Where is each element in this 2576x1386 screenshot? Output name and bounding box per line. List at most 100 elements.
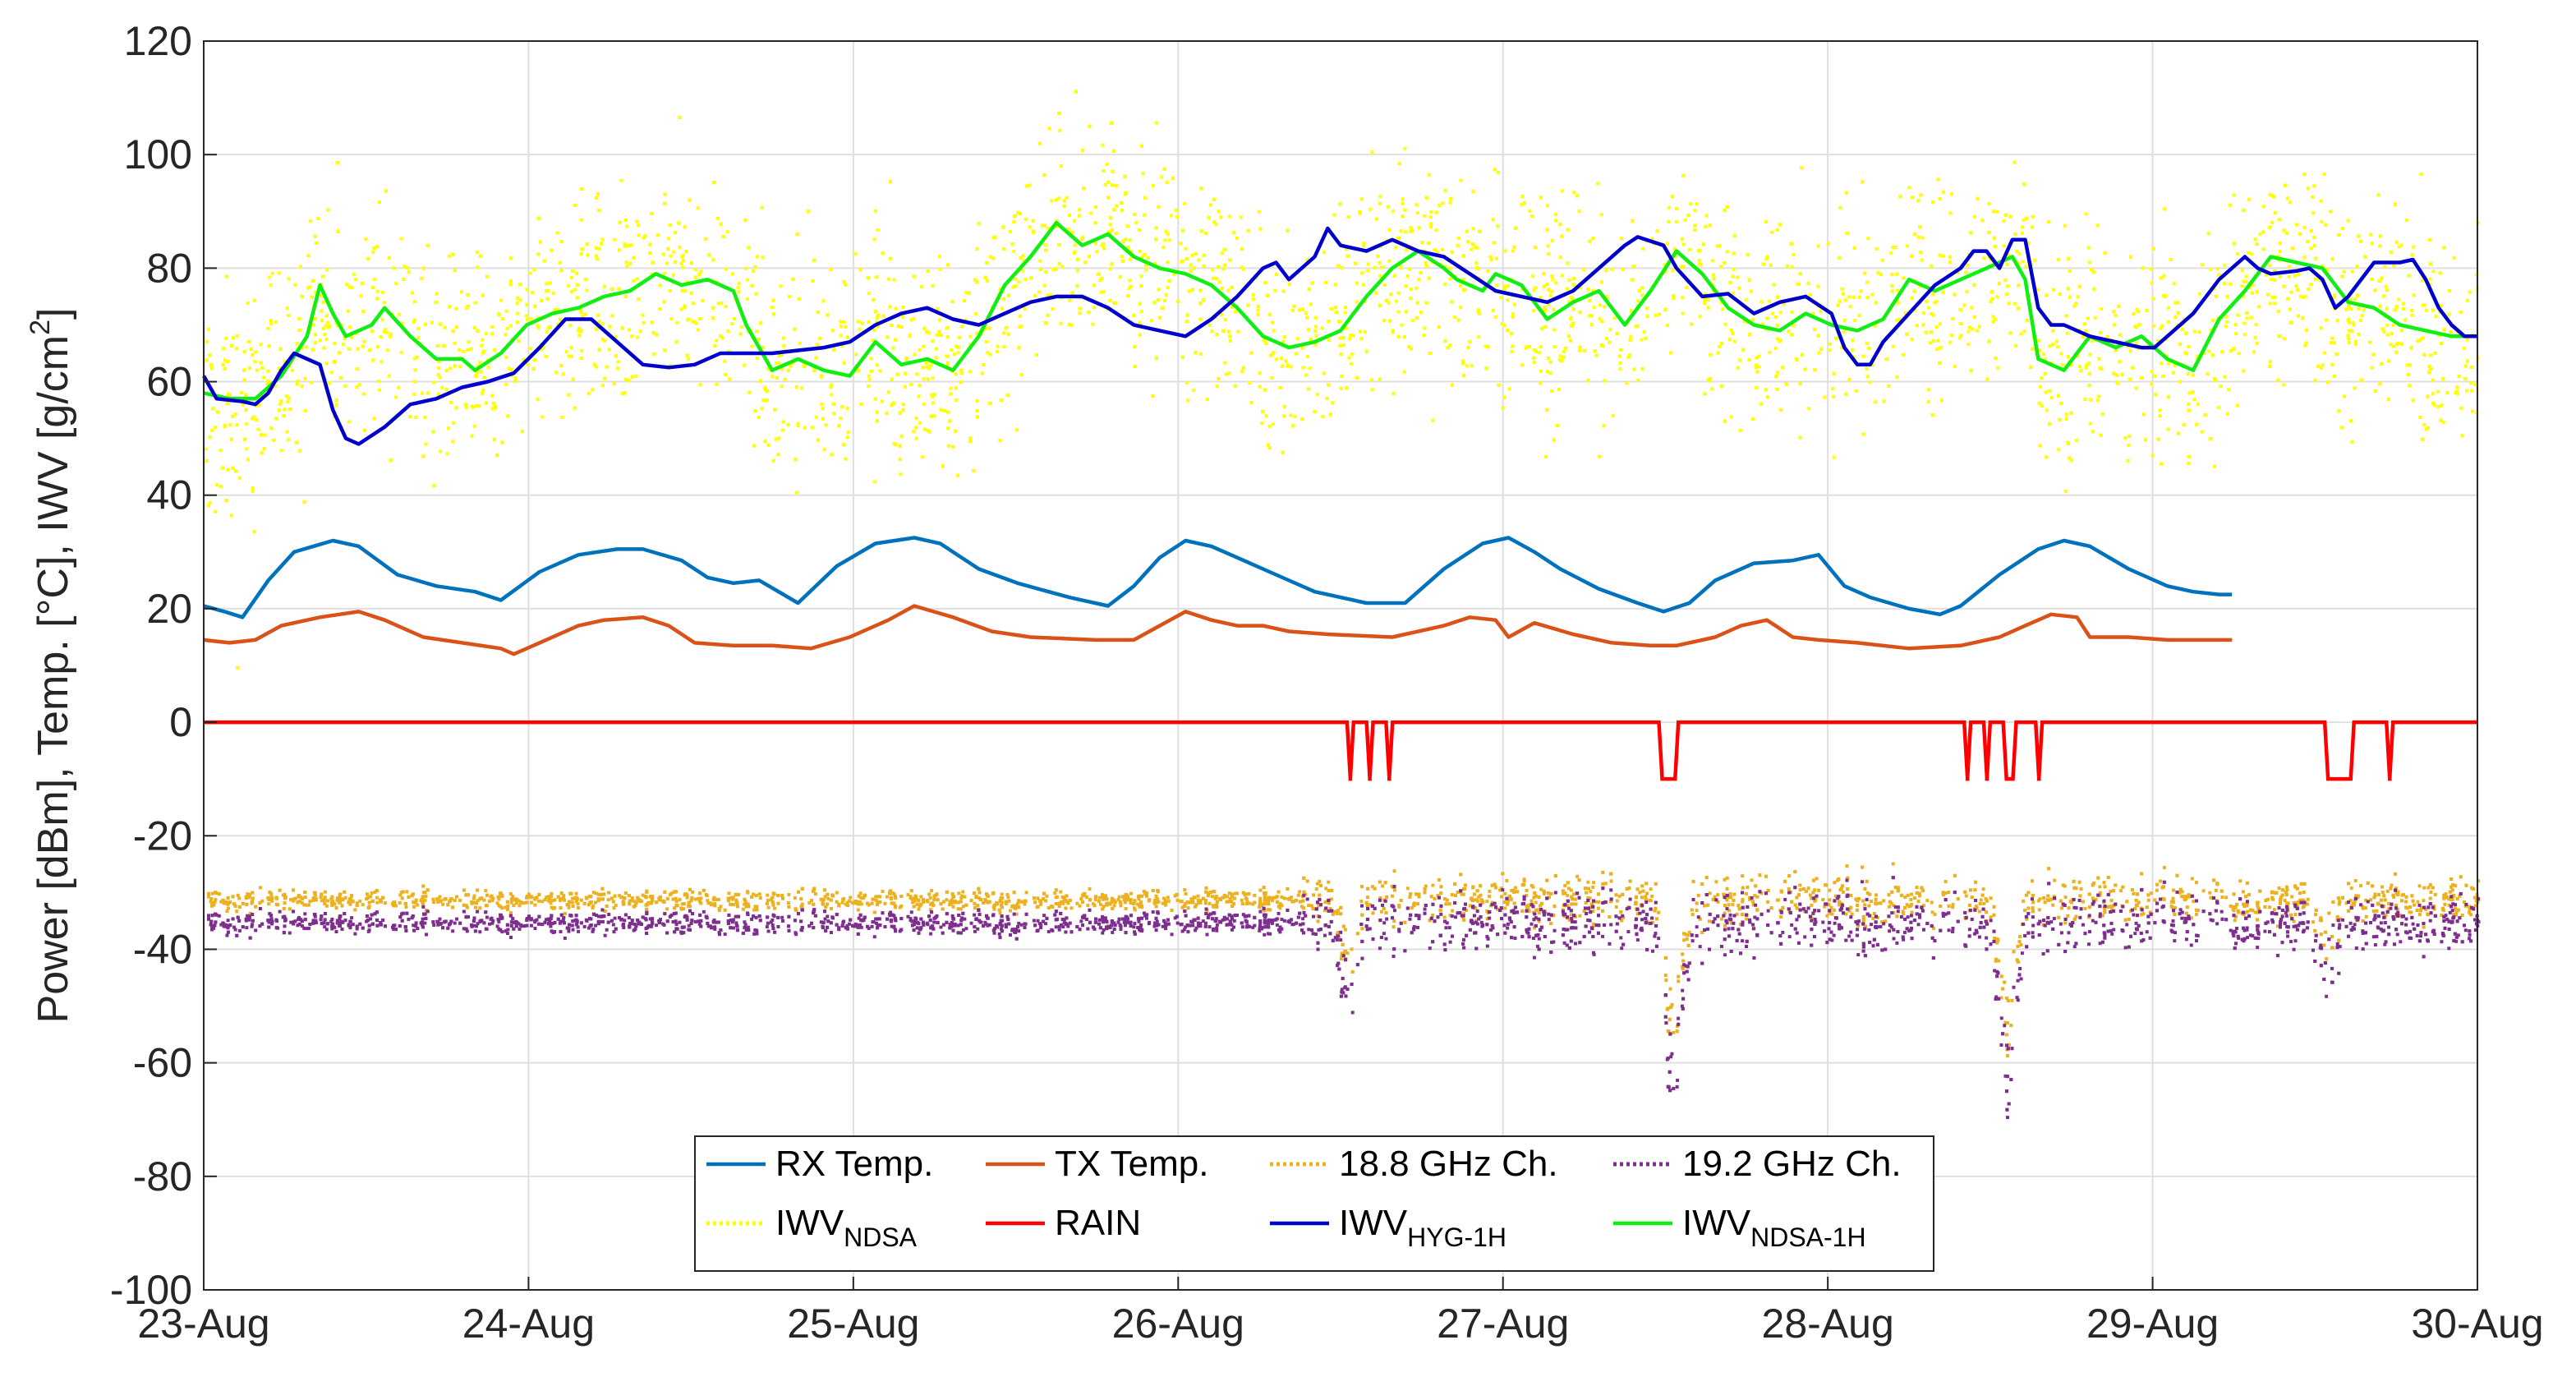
iwv-ndsa-point xyxy=(1560,234,1564,238)
iwv-ndsa-point xyxy=(1327,383,1331,387)
iwv-ndsa-point xyxy=(844,325,848,329)
iwv-ndsa-point xyxy=(1599,343,1603,348)
iwv-ndsa-point xyxy=(1304,373,1309,377)
iwv-ndsa-point xyxy=(1889,251,1893,256)
iwv-ndsa-point xyxy=(780,353,784,357)
iwv-ndsa-point xyxy=(1132,313,1136,317)
iwv-ndsa-point xyxy=(439,449,443,454)
iwv-ndsa-point xyxy=(1007,293,1011,297)
iwv-ndsa-point xyxy=(1502,324,1506,328)
iwv-ndsa-point xyxy=(674,260,678,265)
iwv-ndsa-point xyxy=(623,391,627,395)
iwv-ndsa-point xyxy=(1443,339,1447,343)
iwv-ndsa-point xyxy=(2159,276,2163,280)
iwv-ndsa-point xyxy=(1709,377,1713,381)
iwv-ndsa-point xyxy=(1732,267,1736,271)
iwv-ndsa-point xyxy=(881,314,886,318)
iwv-ndsa-point xyxy=(1043,223,1047,228)
iwv-ndsa-point xyxy=(1567,334,1571,338)
iwv-ndsa-point xyxy=(2273,269,2277,274)
iwv-ndsa-point xyxy=(2021,225,2025,229)
iwv-ndsa-point xyxy=(1520,288,1525,292)
iwv-ndsa-point xyxy=(662,201,666,205)
iwv-ndsa-point xyxy=(991,236,996,240)
iwv-ndsa-point xyxy=(1378,195,1382,199)
iwv-ndsa-point xyxy=(1098,278,1102,282)
iwv-ndsa-point xyxy=(2422,303,2426,307)
iwv-ndsa-point xyxy=(954,398,959,402)
iwv-ndsa-point xyxy=(379,335,383,339)
iwv-ndsa-point xyxy=(2258,232,2262,236)
iwv-ndsa-point xyxy=(274,417,278,421)
iwv-ndsa-point xyxy=(1741,348,1746,352)
iwv-ndsa-point xyxy=(2182,423,2186,427)
iwv-ndsa-point xyxy=(2253,237,2257,242)
iwv-ndsa-point xyxy=(513,380,517,384)
iwv-ndsa-point xyxy=(2253,335,2257,339)
iwv-ndsa-point xyxy=(605,365,609,369)
iwv-ndsa-point xyxy=(1127,287,1131,291)
iwv-ndsa-point xyxy=(1404,284,1408,288)
iwv-ndsa-point xyxy=(591,388,595,392)
iwv-ndsa-point xyxy=(886,390,890,394)
iwv-ndsa-point xyxy=(2397,245,2401,249)
iwv-ndsa-point xyxy=(1823,395,1827,399)
iwv-ndsa-point xyxy=(719,222,723,226)
iwv-ndsa-point xyxy=(1038,259,1042,263)
iwv-ndsa-point xyxy=(663,192,667,196)
iwv-ndsa-point xyxy=(1873,324,1877,328)
iwv-ndsa-point xyxy=(1362,244,1366,248)
iwv-ndsa-point xyxy=(1222,263,1226,267)
iwv-ndsa-point xyxy=(1910,338,1914,342)
iwv-ndsa-point xyxy=(1610,267,1614,271)
iwv-ndsa-point xyxy=(235,347,239,351)
iwv-ndsa-point xyxy=(2427,371,2431,375)
iwv-ndsa-point xyxy=(1965,290,1969,294)
iwv-ndsa-point xyxy=(2346,334,2350,338)
iwv-ndsa-point xyxy=(2079,369,2083,373)
iwv-ndsa-point xyxy=(692,302,696,306)
iwv-ndsa-point xyxy=(1970,306,1974,310)
iwv-ndsa-point xyxy=(1423,214,1427,218)
iwv-ndsa-point xyxy=(1710,387,1714,391)
iwv-ndsa-point xyxy=(1769,230,1773,234)
iwv-ndsa-point xyxy=(766,366,770,371)
iwv-ndsa-point xyxy=(1304,311,1308,315)
iwv-ndsa-point xyxy=(832,412,836,416)
iwv-ndsa-point xyxy=(208,501,212,505)
iwv-ndsa-point xyxy=(1320,326,1324,330)
iwv-ndsa-point xyxy=(2282,383,2286,387)
iwv-ndsa-point xyxy=(779,284,783,288)
iwv-ndsa-point xyxy=(1345,386,1349,390)
iwv-ndsa-point xyxy=(1230,305,1234,309)
iwv-ndsa-point xyxy=(1362,241,1366,245)
iwv-ndsa-point xyxy=(1382,283,1387,287)
iwv-ndsa-point xyxy=(1275,357,1279,361)
iwv-ndsa-point xyxy=(394,282,398,286)
iwv-ndsa-point xyxy=(243,437,247,441)
iwv-ndsa-point xyxy=(2024,216,2028,220)
iwv-ndsa-point xyxy=(1189,269,1194,273)
iwv-ndsa-point xyxy=(2223,281,2227,285)
iwv-ndsa-point xyxy=(1962,303,1966,307)
iwv-ndsa-point xyxy=(946,426,950,431)
iwv-ndsa-point xyxy=(932,393,936,397)
iwv-ndsa-point xyxy=(2250,291,2254,295)
iwv-ndsa-point xyxy=(1107,298,1111,302)
iwv-ndsa-point xyxy=(2092,288,2096,292)
iwv-ndsa-point xyxy=(2022,329,2026,334)
iwv-ndsa-point xyxy=(1166,260,1170,265)
iwv-ndsa-point xyxy=(1378,377,1382,381)
iwv-ndsa-point xyxy=(361,344,366,348)
iwv-ndsa-point xyxy=(1414,203,1419,207)
iwv-ndsa-point xyxy=(690,261,694,265)
iwv-ndsa-point xyxy=(1906,244,1910,248)
iwv-ndsa-point xyxy=(1079,237,1083,242)
iwv-ndsa-point xyxy=(1404,310,1408,314)
iwv-ndsa-point xyxy=(1491,308,1495,312)
iwv-ndsa-point xyxy=(875,363,879,367)
iwv-ndsa-point xyxy=(2219,384,2223,389)
iwv-ndsa-point xyxy=(2029,365,2033,369)
iwv-ndsa-point xyxy=(1902,276,1906,280)
iwv-ndsa-point xyxy=(2397,297,2401,302)
